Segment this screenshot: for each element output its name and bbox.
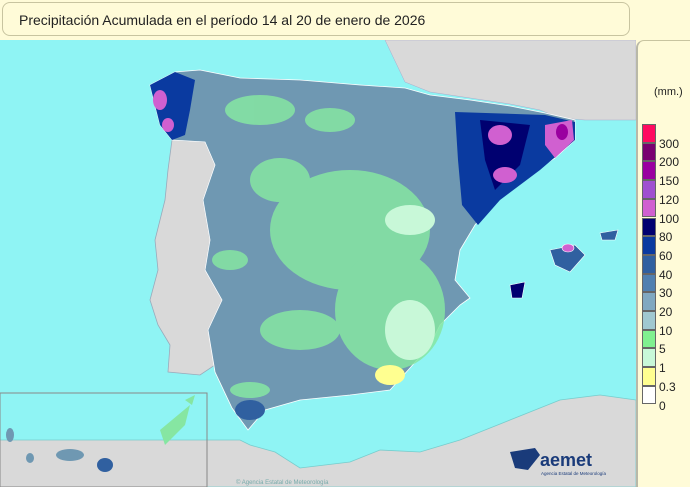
legend-label: 40 [659,267,673,282]
legend-swatch [642,236,656,255]
precip-low-areas [212,95,445,398]
legend-label: 150 [659,174,680,189]
legend-panel: (mm.) 300 200 150 120 100 80 60 40 30 20 10 5 1 0.3 0 [636,40,690,487]
canary-inset-frame [0,392,208,487]
precip-trace-area [375,365,405,385]
legend-label: 0.3 [659,379,676,394]
logo-subtitle: Agencia Estatal de Meteorología [541,471,607,476]
legend-swatch [642,329,656,349]
legend-label: 20 [659,305,673,319]
africa-land [0,394,636,487]
legend-label: 0 [659,398,666,413]
legend-swatch [642,348,656,368]
france-land [384,40,636,121]
legend-label: 10 [659,323,673,338]
precip-very-low-areas [385,205,435,360]
legend-unit: (mm.) [654,86,683,98]
copyright-text: © Agencia Estatal de Meteorología [236,479,329,486]
legend-label: 200 [659,155,680,170]
legend-label: 100 [659,211,680,226]
legend-swatch [642,385,656,405]
legend-swatch [642,254,656,274]
legend-swatch [642,217,656,237]
canary-islands [6,395,195,472]
aemet-logo: aemet Agencia Estatal de Meteorología [510,448,607,476]
precip-high-nw [150,72,195,140]
legend-label: 1 [659,361,666,376]
legend-swatch [642,273,656,293]
legend-swatch [642,198,656,218]
legend-swatch [642,292,656,311]
legend-swatch [642,124,656,143]
legend-label: 60 [659,248,673,263]
legend-label: 120 [659,192,680,207]
map-title: Precipitación Acumulada en el período 14… [19,12,426,28]
legend-swatch [642,180,656,199]
legend-label: 80 [659,230,673,245]
legend-label: 30 [659,286,673,301]
legend-label: 300 [659,136,680,151]
legend-swatch [642,142,656,162]
precip-high-ne [455,112,575,225]
precipitation-map: aemet Agencia Estatal de Meteorología © … [0,40,636,487]
legend-swatch [642,367,656,386]
balearic-islands [509,229,619,299]
precip-high-gibraltar [235,400,265,420]
logo-text: aemet [540,450,592,470]
legend-label: 5 [659,342,666,357]
title-bar: Precipitación Acumulada en el período 14… [2,2,630,36]
legend-swatch [642,161,656,181]
legend-swatch [642,311,656,330]
